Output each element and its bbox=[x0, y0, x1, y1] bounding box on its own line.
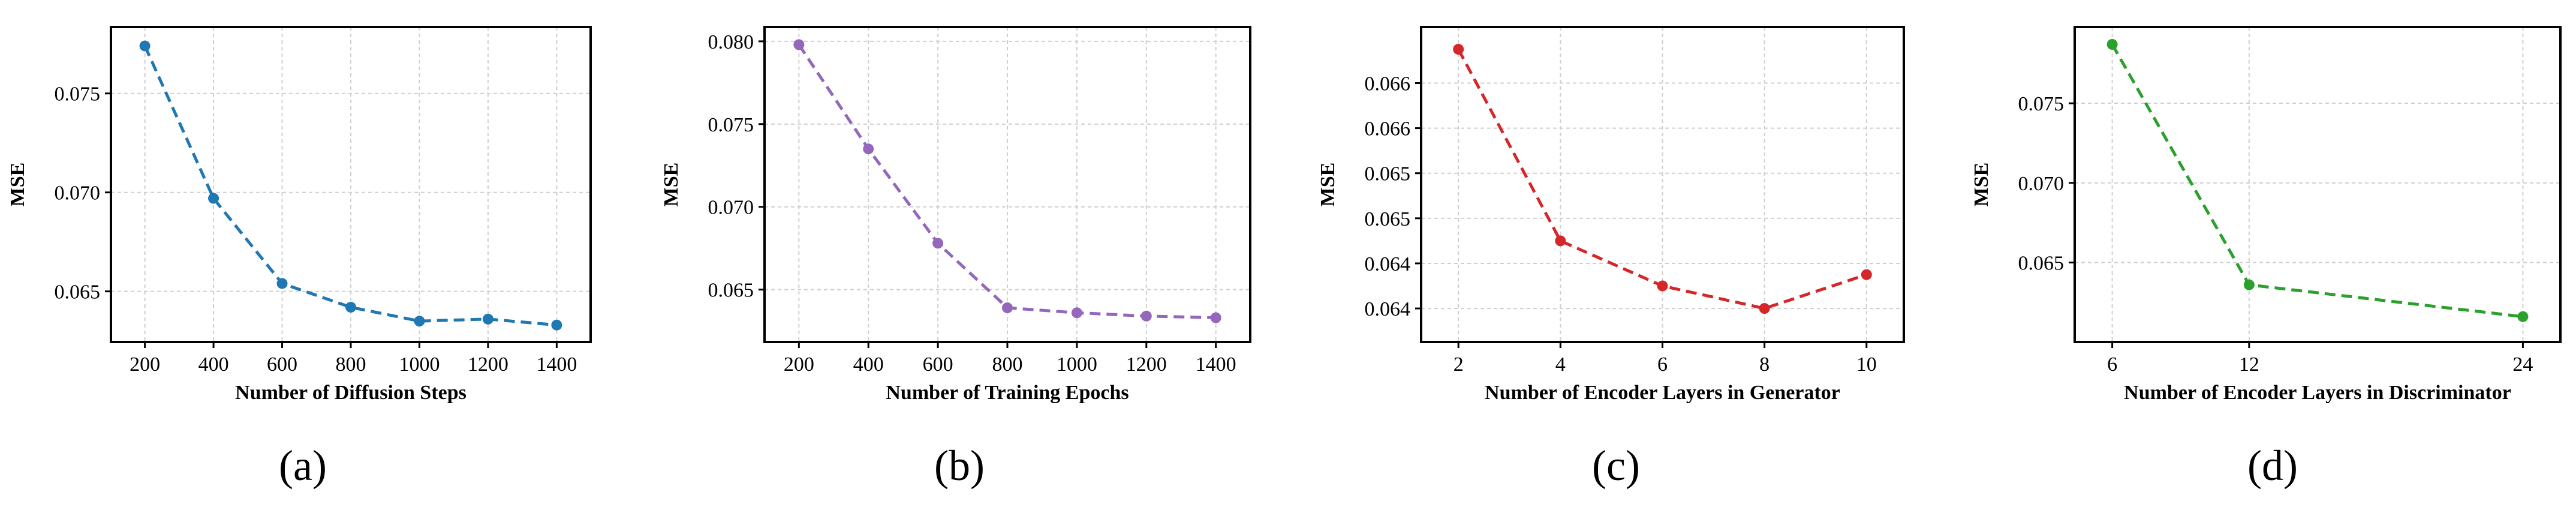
y-tick-label: 0.064 bbox=[1365, 298, 1411, 320]
x-tick-label: 10 bbox=[1856, 353, 1877, 376]
data-point bbox=[1453, 44, 1464, 55]
panel-label: (a) bbox=[279, 442, 327, 490]
chart-panel: 200 400 600 800 1000 1200 1400 0.065 0.070 0.075 0… bbox=[660, 26, 1251, 490]
panel-label: (b) bbox=[934, 442, 985, 490]
y-tick-label: 0.075 bbox=[55, 83, 101, 106]
x-tick-label: 1200 bbox=[1126, 353, 1167, 376]
data-point bbox=[414, 316, 425, 327]
data-point bbox=[1002, 302, 1013, 314]
data-point bbox=[932, 238, 944, 249]
x-tick-label: 1000 bbox=[399, 353, 440, 376]
data-point bbox=[2517, 311, 2529, 322]
x-tick-label: 8 bbox=[1759, 353, 1770, 376]
x-tick-label: 600 bbox=[923, 353, 953, 376]
x-tick-label: 6 bbox=[1657, 353, 1668, 376]
data-point bbox=[1140, 310, 1152, 322]
y-tick-label: 0.080 bbox=[708, 31, 754, 53]
x-tick-label: 400 bbox=[198, 353, 229, 376]
x-tick-label: 1400 bbox=[536, 353, 577, 376]
data-point bbox=[139, 40, 151, 52]
x-tick-label: 2 bbox=[1453, 353, 1464, 376]
y-axis-title: MSE bbox=[660, 163, 682, 207]
y-axis-title: MSE bbox=[1317, 163, 1339, 207]
x-axis-title: Number of Encoder Layers in Discriminato… bbox=[2124, 382, 2511, 404]
y-tick-label: 0.075 bbox=[708, 114, 754, 136]
y-tick-label: 0.065 bbox=[2018, 253, 2065, 275]
plot-frame bbox=[2074, 26, 2562, 343]
chart-panel: 2 4 6 8 10 0.064 0.064 0.065 0.065 0.066 0.066 Numb… bbox=[1317, 26, 1905, 490]
data-point bbox=[1555, 235, 1566, 247]
data-point bbox=[1071, 307, 1082, 319]
data-point bbox=[1759, 303, 1770, 314]
chart-panel: 6 12 24 0.065 0.070 0.075 Number of Encoder La… bbox=[1970, 26, 2562, 490]
data-point bbox=[2106, 38, 2118, 50]
plot-frame bbox=[763, 26, 1251, 343]
y-tick-label: 0.065 bbox=[55, 281, 101, 304]
panel-label: (d) bbox=[2247, 442, 2298, 490]
plot-frame bbox=[1420, 26, 1905, 343]
data-point bbox=[208, 193, 219, 204]
data-point bbox=[276, 278, 288, 289]
data-point bbox=[345, 302, 356, 313]
y-tick-label: 0.066 bbox=[1365, 118, 1411, 140]
x-tick-label: 1400 bbox=[1196, 353, 1236, 376]
y-tick-label: 0.065 bbox=[708, 280, 754, 302]
x-axis-title: Number of Encoder Layers in Generator bbox=[1485, 382, 1840, 404]
x-tick-label: 200 bbox=[784, 353, 814, 376]
series-line bbox=[2111, 43, 2523, 319]
y-axis-title: MSE bbox=[7, 163, 29, 207]
data-point bbox=[551, 319, 562, 331]
data-point bbox=[1210, 312, 1221, 323]
data-point bbox=[482, 313, 493, 325]
data-point bbox=[1861, 269, 1872, 280]
x-tick-label: 12 bbox=[2239, 353, 2259, 376]
y-tick-label: 0.075 bbox=[2018, 93, 2065, 115]
x-tick-label: 400 bbox=[853, 353, 884, 376]
x-tick-label: 24 bbox=[2512, 353, 2533, 376]
y-tick-label: 0.064 bbox=[1365, 253, 1411, 275]
y-tick-label: 0.066 bbox=[1365, 73, 1411, 95]
y-tick-label: 0.070 bbox=[2018, 173, 2065, 195]
x-tick-label: 4 bbox=[1555, 353, 1566, 376]
data-point bbox=[793, 39, 805, 50]
plot-frame bbox=[110, 26, 592, 343]
x-tick-label: 6 bbox=[2107, 353, 2117, 376]
panel-label: (c) bbox=[1592, 442, 1640, 490]
x-tick-label: 200 bbox=[130, 353, 160, 376]
y-tick-label: 0.065 bbox=[1365, 208, 1411, 230]
y-axis-title: MSE bbox=[1970, 163, 1993, 207]
x-axis-title: Number of Training Epochs bbox=[886, 382, 1128, 404]
data-point bbox=[1657, 280, 1668, 292]
x-tick-label: 600 bbox=[267, 353, 297, 376]
chart-panel: 200 400 600 800 1000 1200 1400 0.065 0.070 0.075 N… bbox=[7, 26, 592, 490]
x-tick-label: 1200 bbox=[468, 353, 508, 376]
data-point bbox=[2243, 279, 2255, 290]
y-tick-label: 0.070 bbox=[55, 182, 101, 205]
x-tick-label: 1000 bbox=[1057, 353, 1097, 376]
x-tick-label: 800 bbox=[992, 353, 1023, 376]
y-tick-label: 0.070 bbox=[708, 197, 754, 219]
x-axis-title: Number of Diffusion Steps bbox=[235, 382, 467, 404]
x-tick-label: 800 bbox=[336, 353, 366, 376]
y-tick-label: 0.065 bbox=[1365, 163, 1411, 185]
data-point bbox=[863, 143, 874, 155]
